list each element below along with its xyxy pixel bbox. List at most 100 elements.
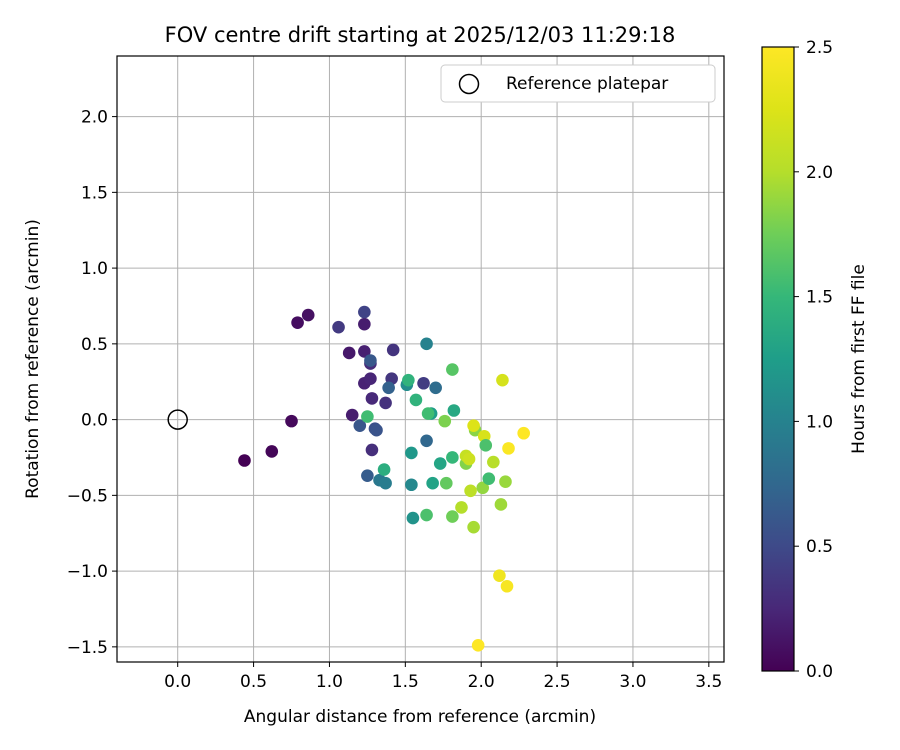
scatter-point	[429, 381, 442, 395]
scatter-point	[345, 408, 359, 422]
scatter-point	[377, 463, 391, 476]
scatter-point	[379, 476, 392, 490]
scatter-point	[364, 354, 377, 367]
scatter-point	[502, 442, 515, 455]
scatter-point	[402, 373, 415, 387]
scatter-point	[382, 381, 395, 395]
x-tick-label: 3.0	[619, 672, 646, 692]
scatter-point	[493, 569, 506, 582]
x-tick-label: 2.5	[544, 672, 571, 692]
legend-box	[440, 64, 716, 103]
scatter-point	[446, 510, 459, 523]
scatter-point	[426, 476, 439, 490]
colorbar-tick-label: 2.5	[806, 38, 833, 58]
scatter-point	[285, 414, 298, 428]
scatter-point	[358, 305, 371, 319]
scatter-point	[301, 308, 315, 322]
x-axis-label: Angular distance from reference (arcmin)	[244, 707, 596, 727]
y-axis-ticks: −1.5 −1.0 −0.5 0.0 0.5 1.0 1.5 2.0	[67, 108, 117, 658]
colorbar-tick-label: 1.5	[806, 288, 833, 308]
reference-point-marker	[167, 409, 188, 430]
scatter-point	[358, 345, 371, 358]
colorbar-tick-label: 0.5	[806, 537, 833, 557]
scatter-point	[500, 579, 514, 593]
scatter-point	[420, 337, 433, 351]
colorbar-label: Hours from first FF file	[849, 264, 869, 454]
legend-label: Reference platepar	[506, 74, 668, 94]
y-tick-label: 2.0	[81, 108, 108, 128]
scatter-point	[353, 419, 367, 432]
scatter-point	[379, 396, 392, 410]
y-tick-label: 1.5	[81, 183, 108, 203]
plot-frame	[116, 55, 725, 663]
y-tick-label: 0.0	[81, 411, 108, 431]
colorbar-tick-label: 2.0	[806, 163, 833, 183]
y-tick-label: −0.5	[67, 486, 108, 506]
x-tick-label: 1.5	[392, 672, 419, 692]
scatter-point	[467, 520, 480, 534]
colorbar-ticks: 0.0 0.5 1.0 1.5 2.0 2.5	[794, 38, 833, 682]
x-tick-label: 1.0	[316, 672, 343, 692]
chart-title: FOV centre drift starting at 2025/12/03 …	[165, 23, 676, 47]
scatter-point	[439, 476, 453, 490]
grid-lines	[117, 56, 724, 662]
scatter-point	[467, 419, 480, 432]
scatter-point	[332, 320, 345, 334]
scatter-point	[476, 481, 490, 495]
scatter-point	[462, 452, 476, 466]
x-tick-label: 0.5	[240, 672, 267, 692]
scatter-point	[482, 472, 496, 485]
scatter-point	[420, 508, 433, 522]
scatter-point	[517, 426, 530, 440]
scatter-points	[238, 305, 530, 652]
scatter-point	[370, 423, 383, 437]
scatter-point	[447, 404, 461, 417]
scatter-point	[438, 414, 452, 428]
y-tick-label: −1.5	[67, 638, 108, 658]
scatter-point	[421, 407, 435, 420]
scatter-point	[446, 451, 459, 464]
scatter-point	[238, 454, 251, 467]
colorbar-gradient	[761, 46, 795, 672]
colorbar-tick-label: 0.0	[806, 662, 833, 682]
scatter-point	[433, 457, 447, 470]
x-tick-label: 3.5	[695, 672, 722, 692]
scatter-point	[420, 434, 433, 448]
scatter-point	[406, 511, 420, 525]
scatter-point	[409, 393, 423, 407]
scatter-point	[446, 363, 459, 376]
y-tick-label: 0.5	[81, 335, 108, 355]
scatter-point	[487, 455, 500, 469]
scatter-point	[417, 376, 430, 390]
colorbar-tick-label: 1.0	[806, 412, 833, 432]
scatter-point	[358, 317, 371, 331]
x-axis-ticks: 0.0 0.5 1.0 1.5 2.0 2.5 3.0 3.5	[164, 662, 722, 692]
x-tick-label: 2.0	[468, 672, 495, 692]
scatter-point	[364, 372, 377, 385]
scatter-point	[365, 392, 379, 405]
y-tick-label: −1.0	[67, 562, 108, 582]
scatter-point	[455, 501, 468, 514]
scatter-point	[405, 446, 418, 460]
x-tick-label: 0.0	[164, 672, 191, 692]
y-tick-label: 1.0	[81, 259, 108, 279]
scatter-point	[499, 475, 512, 489]
legend-marker-icon	[458, 73, 480, 95]
scatter-point	[471, 639, 485, 652]
scatter-point	[365, 443, 379, 457]
colorbar: 0.0 0.5 1.0 1.5 2.0 2.5 Hours from first FF f…	[761, 38, 869, 682]
scatter-point	[479, 439, 493, 452]
scatter-point	[386, 343, 400, 357]
scatter-point	[494, 498, 508, 511]
scatter-point	[405, 478, 418, 492]
scatter-point	[265, 445, 279, 458]
y-axis-label: Rotation from reference (arcmin)	[23, 219, 43, 499]
scatter-point	[342, 346, 356, 360]
legend: Reference platepar	[440, 64, 716, 103]
scatter-point	[496, 373, 509, 387]
scatter-point	[361, 469, 374, 482]
scatter-point	[361, 410, 374, 423]
scatter-point	[464, 484, 477, 498]
scatter-point	[291, 316, 304, 329]
